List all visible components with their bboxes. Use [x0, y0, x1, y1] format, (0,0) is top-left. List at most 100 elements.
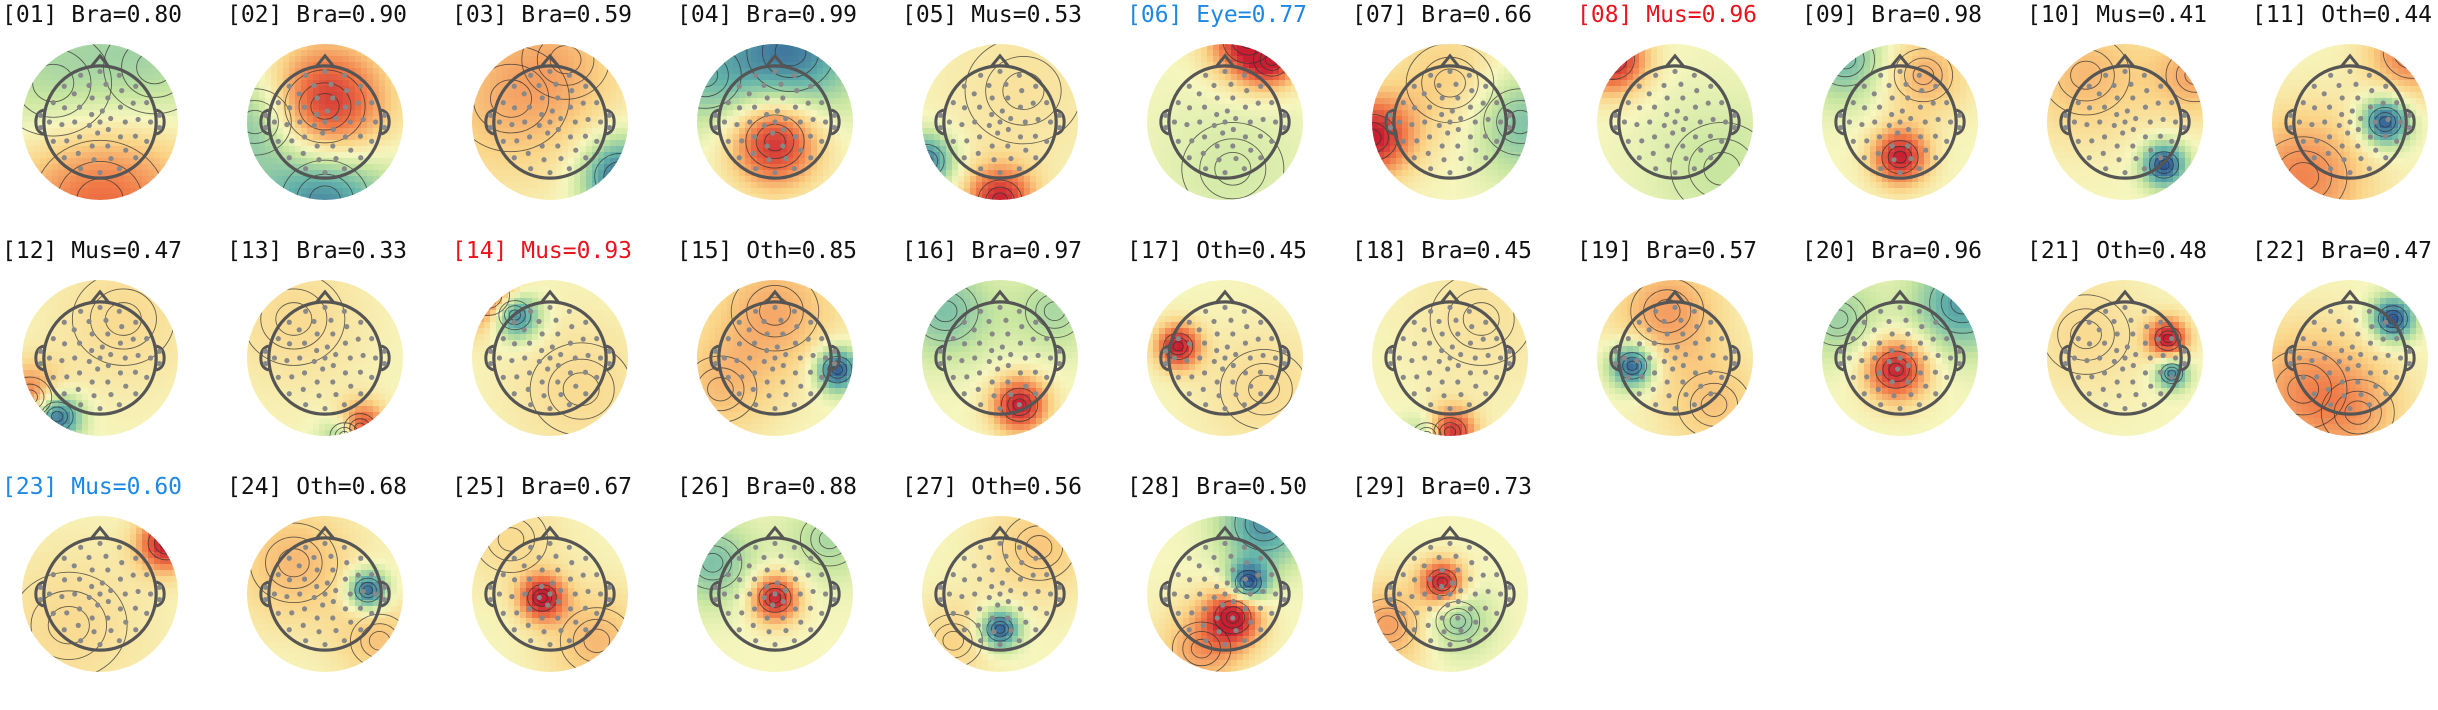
electrode	[2120, 130, 2125, 135]
electrode	[752, 577, 757, 582]
electrode	[1455, 143, 1460, 148]
electrode	[540, 143, 545, 148]
electrode	[586, 117, 591, 122]
electrode	[302, 370, 307, 375]
electrode	[117, 545, 122, 550]
electrode	[1498, 591, 1503, 596]
electrode	[89, 348, 94, 353]
electrode	[1859, 358, 1864, 363]
electrode	[87, 123, 92, 128]
electrode	[1422, 119, 1427, 124]
electrode	[2087, 341, 2092, 346]
electrode	[962, 155, 967, 160]
electrode	[1877, 370, 1882, 375]
electrode	[2120, 366, 2125, 371]
electrode	[553, 318, 558, 323]
electrode	[89, 112, 94, 117]
electrode	[2394, 336, 2399, 341]
component-label: [20] Bra=0.96	[1802, 236, 1982, 266]
electrode	[1732, 113, 1737, 118]
electrode	[1248, 148, 1253, 153]
electrode	[322, 119, 327, 124]
electrode	[798, 355, 803, 360]
electrode	[1864, 374, 1869, 379]
electrode	[148, 119, 153, 124]
electrode	[722, 119, 727, 124]
electrode	[581, 337, 586, 342]
electrode	[356, 337, 361, 342]
electrode	[1000, 580, 1005, 585]
electrode	[1197, 563, 1202, 568]
electrode	[2312, 84, 2317, 89]
electrode	[1683, 392, 1688, 397]
electrode	[369, 611, 374, 616]
electrode	[1437, 123, 1442, 128]
electrode	[752, 134, 757, 139]
electrode	[1653, 166, 1658, 171]
electrode	[1889, 348, 1894, 353]
electrode	[811, 589, 816, 594]
electrode	[987, 123, 992, 128]
contour-line	[473, 283, 501, 309]
component-label: [18] Bra=0.45	[1352, 236, 1532, 266]
electrode	[753, 402, 758, 407]
electrode	[2383, 155, 2388, 160]
electrode	[287, 556, 292, 561]
electrode	[72, 91, 77, 96]
component-label: [16] Bra=0.97	[902, 236, 1082, 266]
electrode	[2112, 359, 2117, 364]
electrode	[325, 108, 330, 113]
topomap-head	[460, 268, 640, 448]
electrode	[1000, 108, 1005, 113]
electrode	[1388, 113, 1393, 118]
component-topomap: [25] Bra=0.67	[452, 474, 677, 710]
electrode	[1248, 620, 1253, 625]
electrode	[783, 392, 788, 397]
electrode	[1708, 320, 1713, 325]
electrode	[556, 599, 561, 604]
electrode	[2336, 83, 2341, 88]
electrode	[342, 402, 347, 407]
electrode	[1666, 393, 1671, 398]
electrode	[108, 352, 113, 357]
electrode	[1494, 100, 1499, 105]
electrode	[148, 591, 153, 596]
electrode	[1626, 100, 1631, 105]
electrode	[62, 155, 67, 160]
electrode	[550, 108, 555, 113]
electrode	[1422, 563, 1427, 568]
electrode	[1201, 387, 1206, 392]
component-label: [24] Oth=0.68	[227, 472, 407, 502]
electrode	[2336, 319, 2341, 324]
electrode	[540, 567, 545, 572]
electrode	[1248, 384, 1253, 389]
electrode	[2328, 166, 2333, 171]
electrode	[964, 138, 969, 143]
electrode	[1044, 100, 1049, 105]
electrode	[1426, 151, 1431, 156]
electrode	[91, 393, 96, 398]
electrode	[541, 629, 546, 634]
electrode	[1222, 642, 1227, 647]
electrode	[547, 69, 552, 74]
electrode	[2158, 84, 2163, 89]
electrode	[1923, 119, 1928, 124]
electrode	[90, 95, 95, 100]
electrode	[315, 331, 320, 336]
contour-line	[1591, 40, 1635, 80]
electrode	[972, 327, 977, 332]
electrode	[1447, 69, 1452, 74]
electrode	[1447, 541, 1452, 546]
electrode	[263, 349, 268, 354]
electrode	[2340, 95, 2345, 100]
electrode	[1698, 384, 1703, 389]
electrode	[328, 82, 333, 87]
electrode	[547, 541, 552, 546]
electrode	[322, 591, 327, 596]
electrode	[2102, 370, 2107, 375]
electrode	[1664, 112, 1669, 117]
electrode	[1057, 585, 1062, 590]
electrode	[311, 83, 316, 88]
electrode	[51, 375, 56, 380]
electrode	[1222, 305, 1227, 310]
